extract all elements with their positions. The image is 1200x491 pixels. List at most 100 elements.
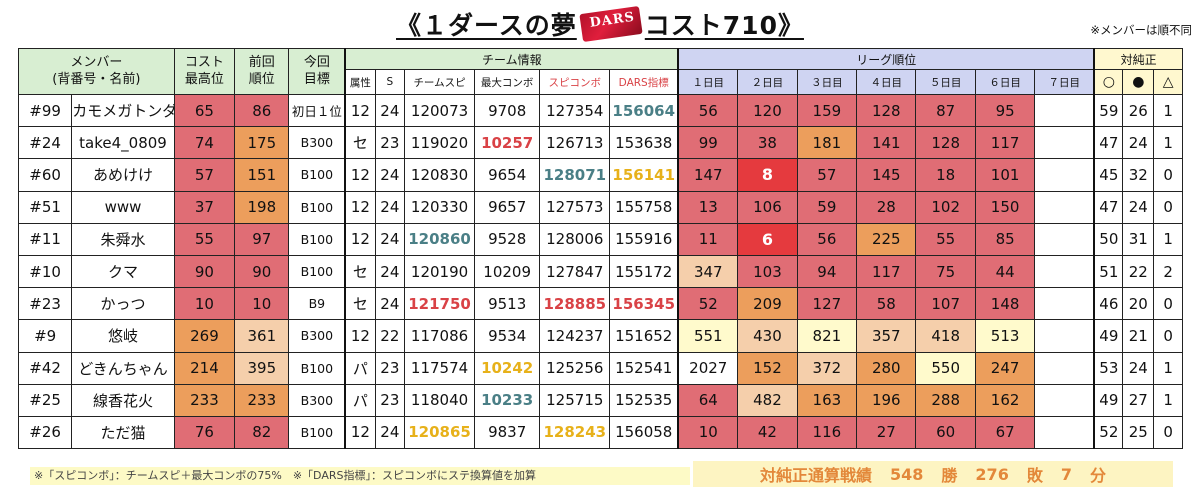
max-combo: 10242 xyxy=(473,351,541,385)
record-draw: 1 xyxy=(1153,93,1183,128)
league-day-2: 482 xyxy=(737,383,798,417)
dars-index: 156064 xyxy=(609,93,679,128)
s-value: 24 xyxy=(374,222,406,256)
attr: 12 xyxy=(344,319,376,353)
record-win: 49 xyxy=(1093,383,1124,417)
league-day-3: 372 xyxy=(796,351,858,385)
table-row: #60 あめけけ 57 151 B100 12 24 120830 9654 128071 1561… xyxy=(17,158,1183,192)
total-draw: 7 xyxy=(1060,464,1072,484)
header-day-1: １日目 xyxy=(677,69,739,95)
league-day-2: 106 xyxy=(737,190,798,224)
header-attr: 属性 xyxy=(344,69,376,95)
member-name: www xyxy=(71,190,175,224)
total-lose: 276 xyxy=(975,464,1009,484)
spi-combo: 128243 xyxy=(539,415,611,450)
member-name: クマ xyxy=(71,254,175,289)
team-spi: 119020 xyxy=(404,126,475,160)
league-day-5: 75 xyxy=(915,254,976,289)
record-lose: 24 xyxy=(1122,190,1155,224)
max-combo: 9708 xyxy=(473,93,541,128)
league-day-6: 247 xyxy=(974,351,1036,385)
team-spi: 117574 xyxy=(404,351,475,385)
league-day-1: 347 xyxy=(677,254,739,289)
s-value: 23 xyxy=(374,351,406,385)
member-number: #9 xyxy=(17,319,73,353)
team-spi: 120865 xyxy=(404,415,475,450)
spi-combo: 128006 xyxy=(539,222,611,256)
record-win: 53 xyxy=(1093,351,1124,385)
prev-rank: 90 xyxy=(234,254,290,289)
member-name: ただ猫 xyxy=(71,415,175,450)
record-win: 59 xyxy=(1093,93,1124,128)
prev-rank: 395 xyxy=(234,351,290,385)
league-day-5: 18 xyxy=(915,158,976,192)
table-row: #23 かっつ 10 10 B9 セ 24 121750 9513 128885 156345 52 2… xyxy=(17,287,1183,321)
prev-rank: 175 xyxy=(234,126,290,160)
spi-combo: 127354 xyxy=(539,93,611,128)
table-row: #25 線香花火 233 233 B300 パ 23 118040 10233 125715 152… xyxy=(17,383,1183,417)
record-lose: 24 xyxy=(1122,126,1155,160)
member-name: 朱舜水 xyxy=(71,222,175,256)
record-draw: 0 xyxy=(1153,158,1183,192)
max-combo: 10257 xyxy=(473,126,541,160)
member-number: #24 xyxy=(17,126,73,160)
team-spi: 117086 xyxy=(404,319,475,353)
member-number: #11 xyxy=(17,222,73,256)
league-day-2: 430 xyxy=(737,319,798,353)
record-lose: 21 xyxy=(1122,319,1155,353)
record-lose: 24 xyxy=(1122,351,1155,385)
header-team-info: チーム情報 xyxy=(344,48,679,70)
league-day-7 xyxy=(1034,319,1095,353)
prev-rank: 86 xyxy=(234,93,290,128)
league-day-4: 141 xyxy=(856,126,917,160)
league-day-1: 64 xyxy=(677,383,739,417)
cost-best: 74 xyxy=(173,126,236,160)
league-day-7 xyxy=(1034,254,1095,289)
table-row: #99 カモメガトンダ 65 86 初日１位 12 24 120073 9708 127354 15… xyxy=(17,93,1183,128)
league-day-1: 52 xyxy=(677,287,739,321)
league-day-6: 44 xyxy=(974,254,1036,289)
max-combo: 10209 xyxy=(473,254,541,289)
member-name: かっつ xyxy=(71,287,175,321)
league-day-6: 101 xyxy=(974,158,1036,192)
s-value: 24 xyxy=(374,158,406,192)
league-day-5: 550 xyxy=(915,351,976,385)
max-combo: 9657 xyxy=(473,190,541,224)
league-day-7 xyxy=(1034,190,1095,224)
member-name: どきんちゃん xyxy=(71,351,175,385)
table-row: #51 www 37 198 B100 12 24 120330 9657 127573 15575… xyxy=(17,190,1183,224)
s-value: 24 xyxy=(374,254,406,289)
member-number: #25 xyxy=(17,383,73,417)
attr: 12 xyxy=(344,93,376,128)
league-day-3: 181 xyxy=(796,126,858,160)
goal: B100 xyxy=(288,351,346,385)
league-day-7 xyxy=(1034,351,1095,385)
goal: B100 xyxy=(288,415,346,450)
spi-combo: 127573 xyxy=(539,190,611,224)
record-lose: 25 xyxy=(1122,415,1155,450)
attr: パ xyxy=(344,351,376,385)
header-prev: 前回 順位 xyxy=(234,48,290,95)
record-draw: 0 xyxy=(1153,415,1183,450)
attr: 12 xyxy=(344,222,376,256)
team-spi: 120860 xyxy=(404,222,475,256)
league-day-7 xyxy=(1034,222,1095,256)
header-day-7: ７日目 xyxy=(1034,69,1095,95)
league-day-1: 2027 xyxy=(677,351,739,385)
record-win: 49 xyxy=(1093,319,1124,353)
league-day-3: 56 xyxy=(796,222,858,256)
league-day-1: 99 xyxy=(677,126,739,160)
attr: 12 xyxy=(344,190,376,224)
league-day-1: 13 xyxy=(677,190,739,224)
league-day-5: 107 xyxy=(915,287,976,321)
header-day-2: ２日目 xyxy=(737,69,798,95)
member-name: カモメガトンダ xyxy=(71,93,175,128)
prev-rank: 233 xyxy=(234,383,290,417)
league-day-3: 57 xyxy=(796,158,858,192)
dars-chocolate-icon: DARS xyxy=(579,5,643,43)
title-left: 《１ダースの夢 xyxy=(396,11,577,40)
league-day-2: 209 xyxy=(737,287,798,321)
max-combo: 9513 xyxy=(473,287,541,321)
header-day-6: ６日目 xyxy=(974,69,1036,95)
league-day-1: 11 xyxy=(677,222,739,256)
